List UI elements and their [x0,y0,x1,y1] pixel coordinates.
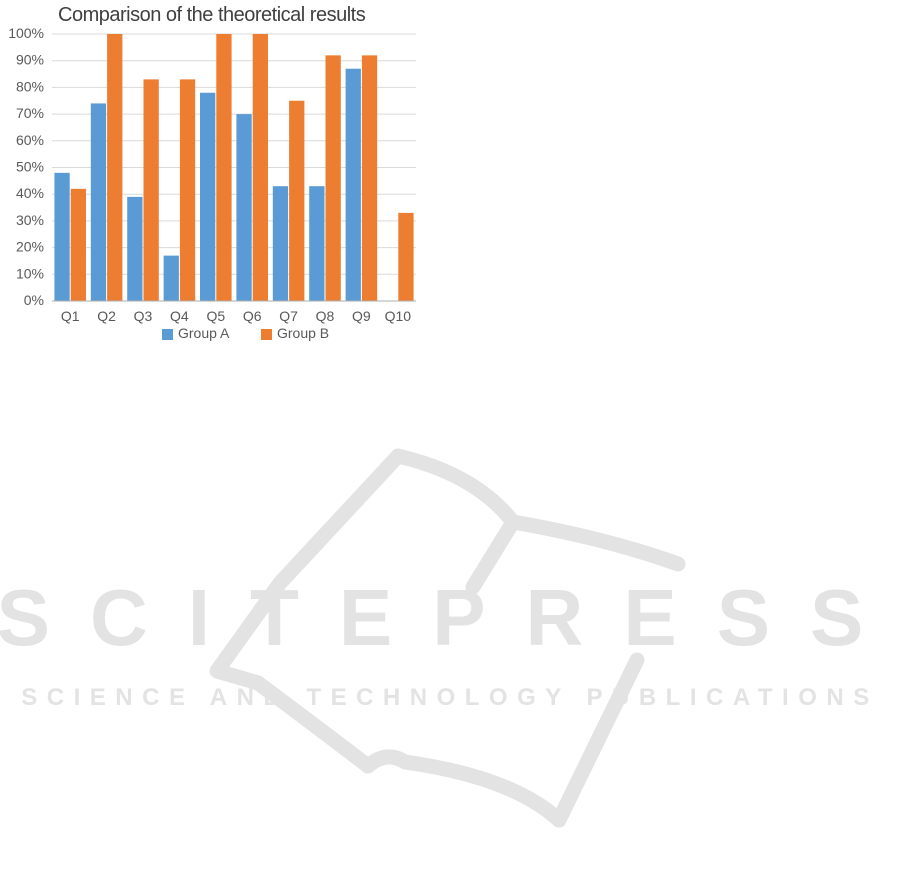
svg-text:SCIENCE AND TECHNOLOGY PUBLICA: SCIENCE AND TECHNOLOGY PUBLICATIONS [21,684,878,711]
svg-text:SCITEPRESS: SCITEPRESS [0,573,901,662]
